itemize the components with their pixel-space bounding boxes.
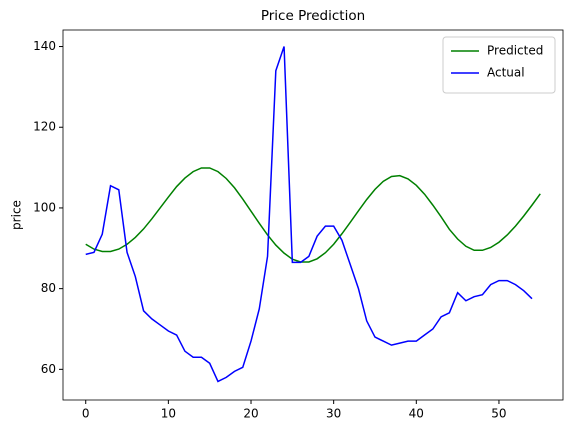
legend: Predicted Actual <box>442 36 556 94</box>
y-axis-label: price <box>10 200 24 230</box>
x-tick-label: 50 <box>491 407 506 421</box>
x-tick-label: 30 <box>326 407 341 421</box>
y-tick-label: 140 <box>33 39 56 53</box>
legend-label: Predicted <box>487 44 543 58</box>
x-tick-label: 0 <box>82 407 90 421</box>
chart-title: Price Prediction <box>261 8 365 24</box>
x-tick-label: 20 <box>243 407 258 421</box>
line-series <box>85 46 533 383</box>
y-tick-label: 120 <box>33 120 56 134</box>
x-tick-label: 40 <box>409 407 424 421</box>
legend-label: Actual <box>487 66 525 80</box>
y-tick-label: 80 <box>41 281 56 295</box>
y-tick-label: 60 <box>41 362 56 376</box>
plot-frame <box>62 29 564 401</box>
x-tick-label: 10 <box>161 407 176 421</box>
y-tick-label: 100 <box>33 200 56 214</box>
line-series <box>85 167 541 263</box>
